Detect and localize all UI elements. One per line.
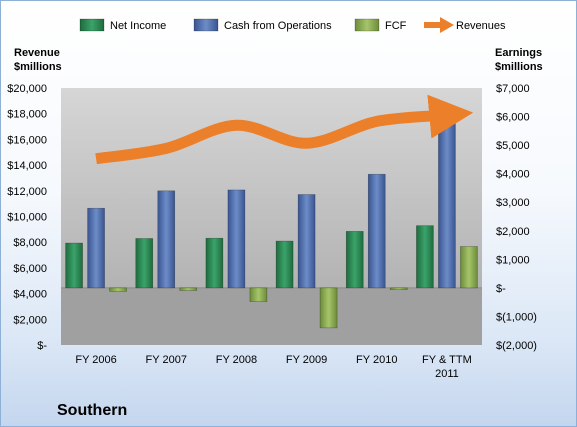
left-tick-label: $18,000 (7, 109, 47, 121)
right-axis-title-line-1: Earnings (495, 47, 542, 59)
legend: Net Income Cash from Operations FCF Revenue… (79, 17, 506, 33)
left-tick-label: $16,000 (7, 134, 47, 146)
right-axis-title-line-2: $millions (495, 61, 543, 73)
legend-revenues-label: Revenues (456, 20, 506, 32)
net-income-bar (205, 237, 224, 289)
revenues-line (95, 94, 474, 165)
baseline-wall (61, 287, 482, 345)
legend-cash-from-operations-swatch (193, 18, 219, 32)
right-tick-label: $4,000 (496, 169, 530, 181)
left-tick-label: $4,000 (13, 289, 47, 301)
net-income-bar (275, 240, 294, 289)
category-label: FY 2007 (146, 354, 187, 366)
category-label: FY 2009 (286, 354, 327, 366)
fcf-bar (109, 287, 127, 292)
left-axis-title-line-1: Revenue (14, 47, 60, 59)
left-axis-title: Revenue $millions (14, 47, 63, 73)
right-tick-label: $5,000 (496, 140, 530, 152)
legend-fcf-label: FCF (385, 20, 407, 32)
right-tick-label: $6,000 (496, 112, 530, 124)
left-tick-label: $2,000 (13, 314, 47, 326)
chart-title: Southern (57, 402, 127, 419)
legend-fcf-swatch (354, 18, 380, 32)
right-axis-title: Earnings $millions (495, 47, 545, 73)
category-label: FY & TTM (422, 354, 472, 366)
category-label: FY 2008 (216, 354, 257, 366)
right-tick-label: $- (496, 283, 506, 295)
right-tick-label: $7,000 (496, 83, 530, 95)
left-tick-label: $6,000 (13, 263, 47, 275)
category-label: FY 2010 (356, 354, 397, 366)
cash-from-operations-bar (87, 207, 105, 289)
fcf-bar (249, 287, 268, 302)
left-axis-title-line-2: $millions (14, 61, 62, 73)
right-tick-label: $(1,000) (496, 311, 537, 323)
left-tick-label: $12,000 (7, 186, 47, 198)
left-tick-label: $20,000 (7, 83, 47, 95)
fcf-bar (179, 287, 198, 291)
legend-net-income-label: Net Income (110, 20, 166, 32)
net-income-bar (345, 231, 364, 289)
cash-from-operations-bar (227, 189, 246, 289)
left-tick-label: $8,000 (13, 237, 47, 249)
arrow-icon (440, 17, 454, 33)
category-label: FY 2006 (75, 354, 116, 366)
net-income-bar (65, 242, 83, 289)
left-tick-label: $14,000 (7, 160, 47, 172)
right-tick-label: $2,000 (496, 226, 530, 238)
right-tick-label: $1,000 (496, 254, 530, 266)
legend-net-income-swatch (79, 18, 105, 32)
category-label: 2011 (435, 368, 459, 380)
baseline-wall-fill (61, 287, 482, 345)
legend-cash-from-operations-label: Cash from Operations (224, 20, 332, 32)
net-income-bar (416, 225, 434, 289)
left-tick-label: $- (37, 340, 47, 352)
cash-from-operations-bar (157, 190, 176, 289)
right-tick-label: $3,000 (496, 197, 530, 209)
cash-from-operations-bar (367, 173, 386, 289)
right-tick-label: $(2,000) (496, 340, 537, 352)
net-income-bar (135, 238, 154, 289)
cash-from-operations-bar (297, 194, 316, 289)
cash-from-operations-bar (438, 119, 456, 289)
left-tick-label: $10,000 (7, 212, 47, 224)
fcf-bar (389, 287, 408, 290)
fcf-bar (319, 287, 338, 329)
fcf-bar (460, 246, 478, 289)
